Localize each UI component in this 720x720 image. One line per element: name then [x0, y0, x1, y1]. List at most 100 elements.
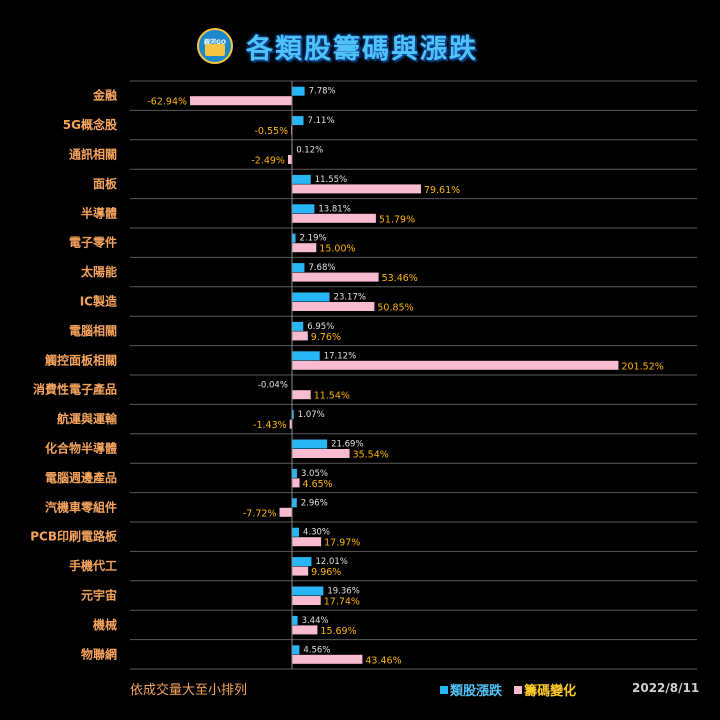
bar-series-2: [292, 213, 376, 223]
bar-series-1: [292, 615, 298, 625]
category-label: 太陽能: [81, 264, 117, 279]
category-label: 通訊相關: [69, 147, 117, 162]
category-label: 消費性電子產品: [33, 382, 117, 397]
data-label-series-1: 7.78%: [309, 87, 336, 97]
chart-title: 各類股籌碼與漲跌: [246, 34, 478, 65]
bar-series-1: [292, 498, 297, 508]
bar-series-2: [292, 272, 379, 282]
category-label: 半導體: [81, 205, 117, 220]
legend-item-series-2: 籌碼變化: [514, 680, 576, 699]
category-label: 電腦週邊產品: [45, 470, 117, 485]
data-label-series-2: -62.94%: [147, 97, 187, 108]
data-label-series-1: 4.30%: [303, 528, 330, 538]
bar-series-1: [292, 263, 305, 273]
bar-series-2: [292, 566, 309, 576]
data-label-series-2: 51.79%: [379, 214, 415, 225]
bar-series-1: [292, 645, 300, 655]
bar-series-1: [292, 292, 330, 302]
category-label: 物聯網: [81, 646, 117, 661]
bar-series-2: [292, 654, 363, 664]
data-label-series-2: -7.72%: [243, 508, 277, 519]
bar-series-1: [292, 86, 305, 96]
logo: 銀河GO: [197, 28, 233, 64]
category-label: 電子零件: [69, 235, 117, 250]
data-label-series-2: 9.76%: [311, 332, 341, 343]
bar-series-1: [292, 586, 324, 596]
legend-item-series-1: 類股漲跌: [440, 680, 502, 699]
category-label: 5G概念股: [63, 117, 118, 132]
bar-series-1: [292, 439, 328, 449]
date-label: 2022/8/11: [632, 681, 700, 695]
logo-chart-icon: [205, 44, 225, 56]
legend-swatch-series-2: [514, 686, 523, 694]
legend-label-series-2: 籌碼變化: [524, 684, 577, 699]
bar-series-2: [292, 625, 318, 635]
category-label: 機械: [93, 617, 117, 632]
data-label-series-2: 15.69%: [320, 626, 356, 637]
data-label-series-2: 15.00%: [319, 244, 355, 255]
data-label-series-1: -0.04%: [258, 381, 288, 391]
data-label-series-2: 17.97%: [324, 538, 360, 549]
category-label: 面板: [93, 176, 118, 191]
bar-series-1: [292, 233, 296, 243]
bar-series-1: [292, 527, 299, 537]
data-label-series-2: 50.85%: [377, 303, 413, 314]
chart-header: 銀河GO 各類股籌碼與漲跌: [0, 0, 720, 80]
category-label: 化合物半導體: [45, 441, 117, 456]
data-label-series-2: 201.52%: [621, 361, 663, 372]
logo-text: 銀河GO: [203, 39, 227, 46]
category-label: 手機代工: [69, 558, 117, 573]
data-label-series-1: 4.56%: [303, 645, 330, 655]
bar-series-2: [292, 302, 375, 311]
data-label-series-1: 23.17%: [334, 293, 366, 303]
data-label-series-1: 7.68%: [308, 263, 335, 273]
data-label-series-1: 17.12%: [324, 351, 356, 361]
bar-series-2: [292, 478, 300, 488]
data-label-series-1: 21.69%: [331, 440, 363, 450]
data-label-series-2: 43.46%: [365, 655, 401, 666]
legend-label-series-1: 類股漲跌: [450, 684, 503, 699]
bar-series-2: [292, 360, 619, 370]
category-label: PCB印刷電路板: [30, 529, 118, 544]
bar-series-2: [289, 419, 292, 429]
legend-swatch-series-1: [440, 686, 448, 694]
data-label-series-1: 0.12%: [296, 146, 323, 156]
data-label-series-1: 3.05%: [301, 469, 328, 479]
bar-series-2: [279, 507, 292, 517]
data-label-series-2: 79.61%: [424, 185, 460, 196]
bar-series-2: [190, 96, 292, 106]
data-label-series-2: 9.96%: [311, 567, 341, 578]
bar-series-2: [292, 243, 317, 253]
data-label-series-1: 13.81%: [318, 204, 350, 214]
bar-series-1: [292, 204, 315, 214]
data-label-series-2: 11.54%: [314, 391, 350, 402]
bar-series-1: [292, 116, 304, 126]
bar-series-2: [292, 184, 421, 194]
bar-series-1: [292, 468, 297, 478]
category-label: IC製造: [80, 294, 118, 309]
bar-series-2: [292, 537, 322, 547]
category-label: 元宇宙: [81, 588, 117, 603]
data-label-series-2: -0.55%: [254, 126, 288, 137]
data-label-series-1: 3.44%: [302, 616, 329, 626]
bar-series-1: [292, 410, 294, 420]
data-label-series-2: 35.54%: [353, 450, 389, 461]
bar-series-2: [292, 390, 311, 400]
category-label: 航運與運輸: [57, 411, 118, 426]
data-label-series-2: -1.43%: [253, 420, 287, 431]
bar-series-1: [292, 557, 312, 567]
bar-series-1: [292, 321, 304, 331]
bar-series-2: [292, 449, 350, 458]
bar-series-2: [287, 155, 292, 164]
bar-series-1: [292, 174, 311, 184]
data-label-series-2: 4.65%: [303, 479, 333, 490]
category-label: 金融: [92, 88, 117, 103]
data-label-series-1: 7.11%: [308, 116, 335, 126]
data-label-series-1: 2.96%: [301, 498, 328, 508]
bar-series-2: [292, 596, 321, 605]
data-label-series-1: 6.95%: [307, 322, 334, 332]
category-label: 觸控面板相關: [45, 352, 117, 367]
legend: 類股漲跌 籌碼變化: [440, 680, 584, 699]
data-label-series-1: 2.19%: [300, 234, 327, 244]
